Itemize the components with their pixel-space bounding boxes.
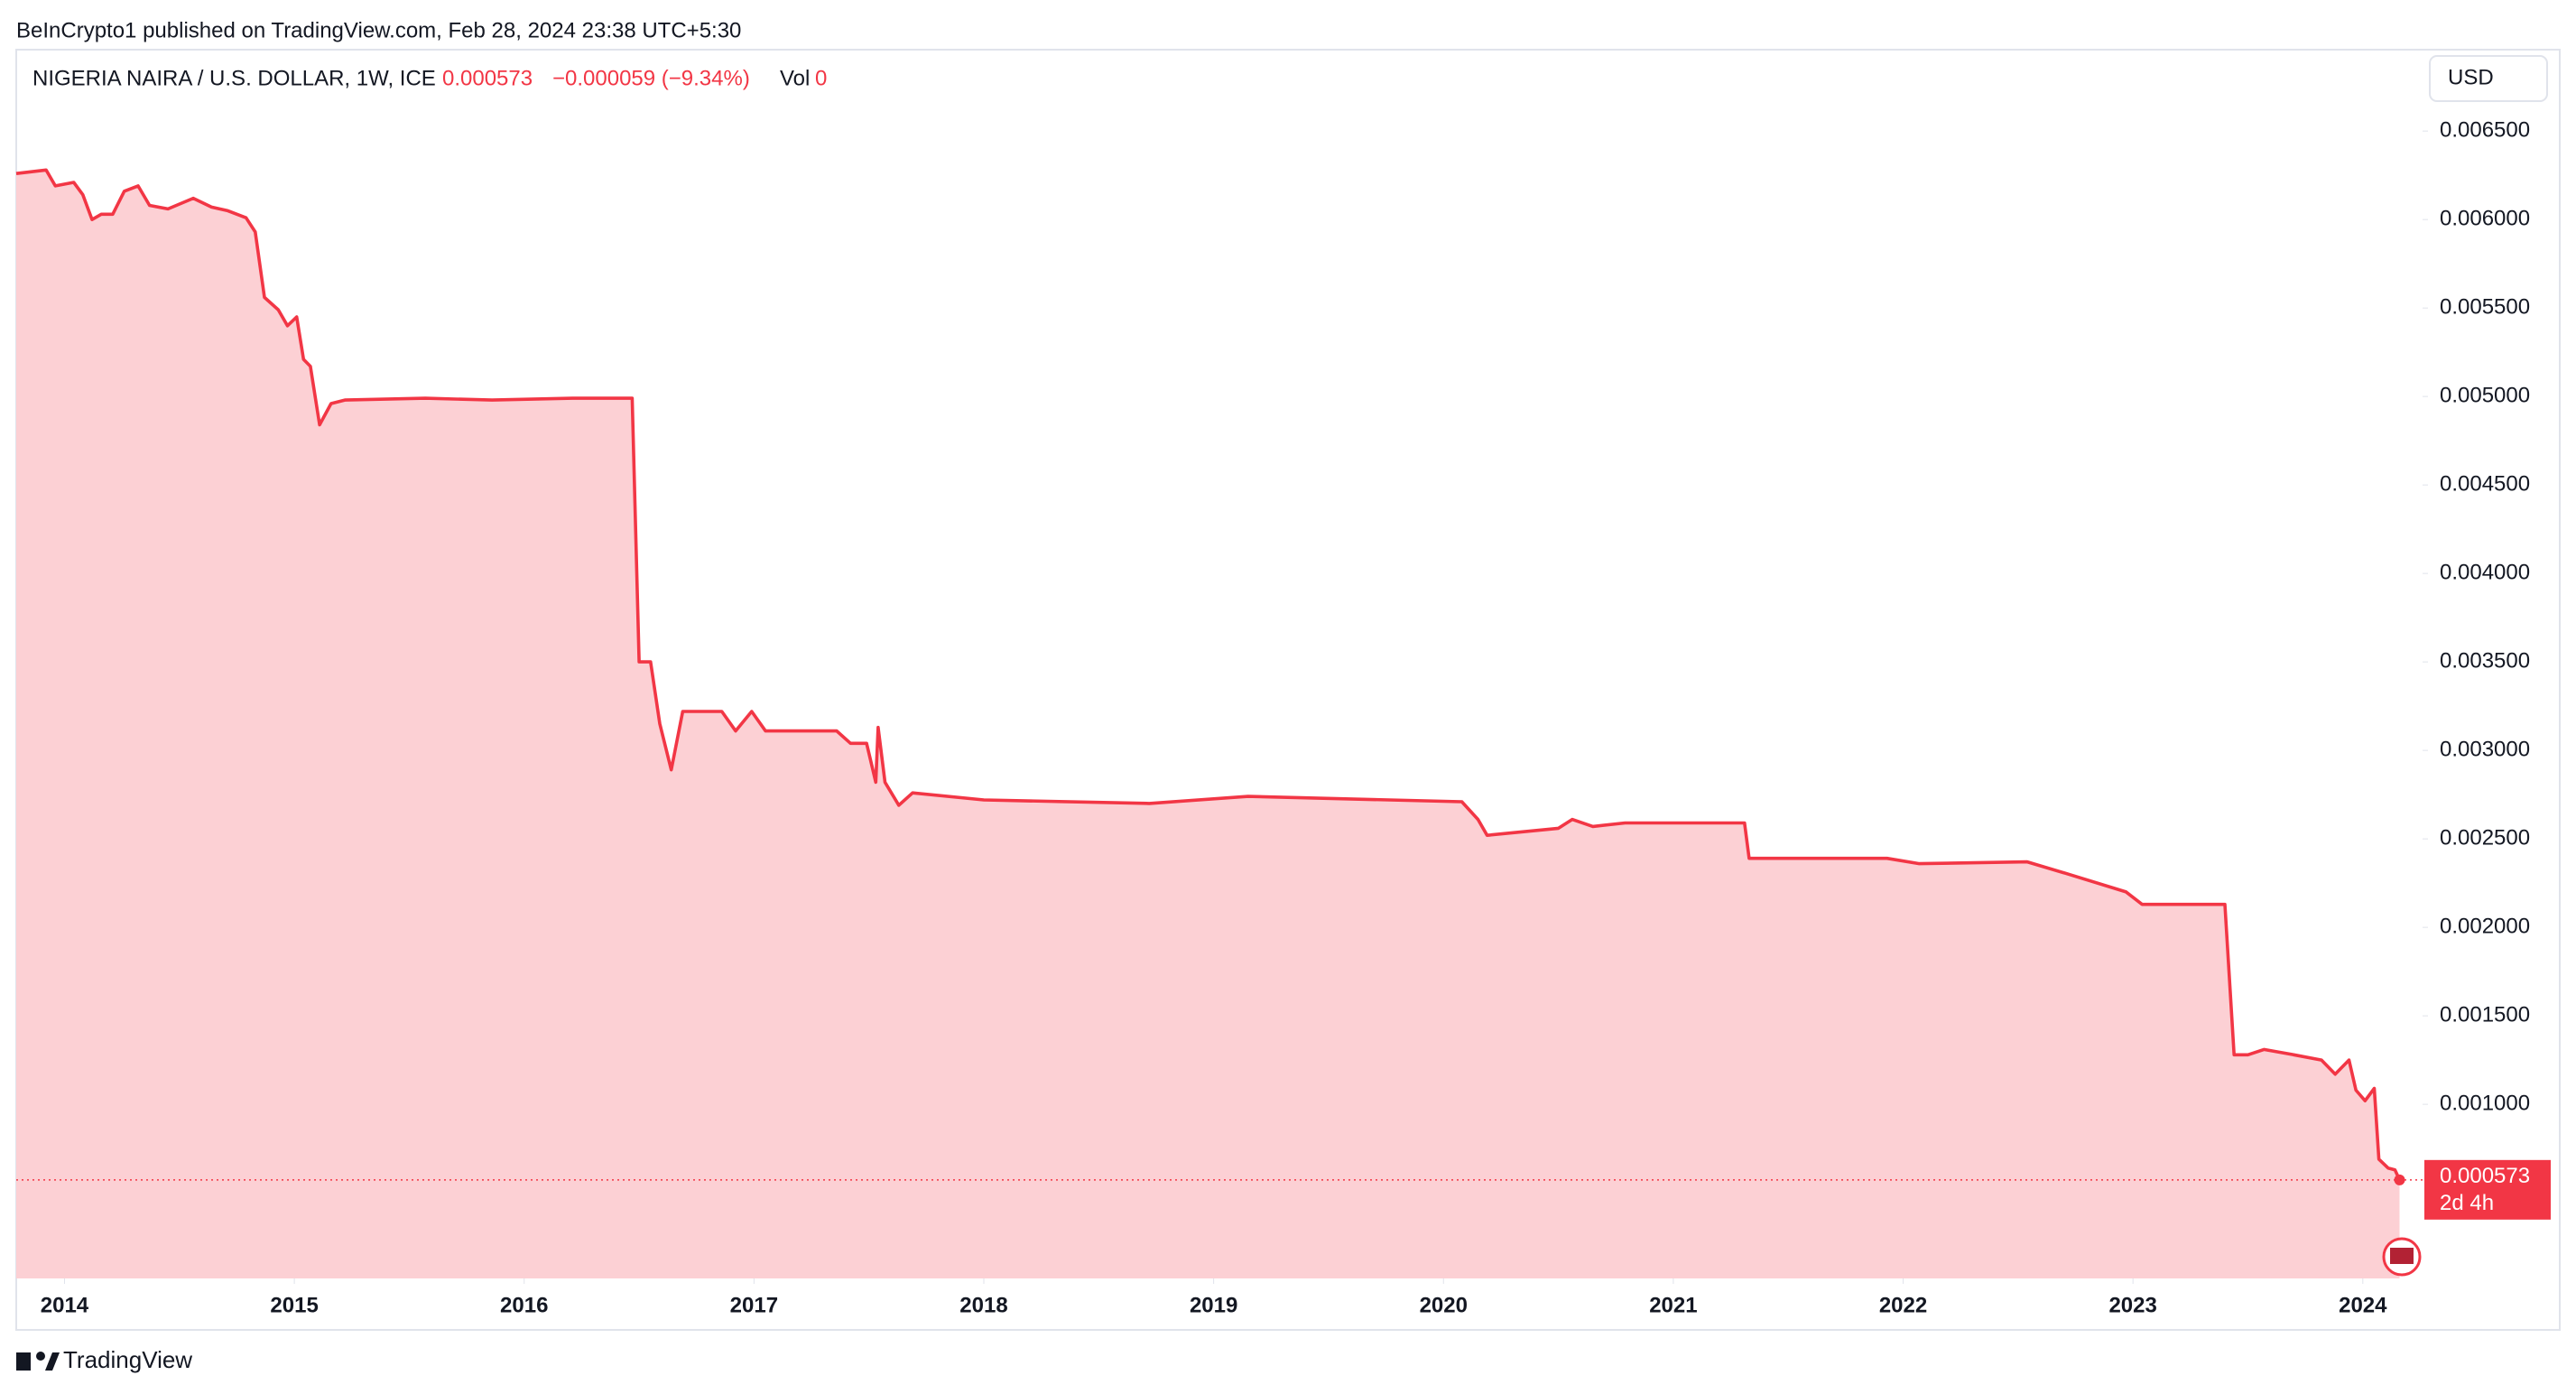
y-tick-label: 0.003000 bbox=[2440, 737, 2530, 761]
x-tick-label: 2020 bbox=[1420, 1293, 1468, 1317]
x-tick-label: 2018 bbox=[959, 1293, 1007, 1317]
x-tick-label: 2021 bbox=[1649, 1293, 1697, 1317]
y-tick-label: 0.006000 bbox=[2440, 207, 2530, 231]
flag bbox=[2390, 1248, 2414, 1264]
line bbox=[15, 168, 2402, 1181]
price-tag bbox=[2424, 1159, 2551, 1220]
change: −0.000059 (−9.34%) bbox=[552, 66, 750, 90]
y-tick-label: 0.003500 bbox=[2440, 648, 2530, 673]
publisher: BeInCrypto1 published on TradingView.com… bbox=[16, 18, 741, 42]
vol-label: Vol bbox=[780, 66, 810, 90]
x-tick-label: 2017 bbox=[730, 1293, 778, 1317]
price-tag-label: 0.000573 bbox=[2440, 1164, 2530, 1188]
currency-button[interactable] bbox=[2429, 55, 2548, 102]
vol: 0 bbox=[815, 66, 827, 90]
x-tick-label: 2019 bbox=[1190, 1293, 1237, 1317]
y-tick-label: 0.005000 bbox=[2440, 383, 2530, 407]
x-tick-label: 2014 bbox=[41, 1293, 89, 1317]
y-tick-label: 0.002000 bbox=[2440, 914, 2530, 938]
countdown: 2d 4h bbox=[2440, 1191, 2494, 1215]
y-tick-label: 0.004000 bbox=[2440, 560, 2530, 584]
y-tick-label: 0.004500 bbox=[2440, 471, 2530, 496]
y-tick-label: 0.001500 bbox=[2440, 1002, 2530, 1027]
x-tick-label: 2015 bbox=[270, 1293, 318, 1317]
brand: TradingView bbox=[63, 1346, 192, 1373]
last-price: 0.000573 bbox=[442, 66, 533, 90]
currency[interactable]: USD bbox=[2448, 65, 2494, 89]
last-point bbox=[2394, 1174, 2405, 1185]
x-tick-label: 2024 bbox=[2339, 1293, 2387, 1317]
y-tick-label: 0.006500 bbox=[2440, 118, 2530, 143]
y-tick-label: 0.005500 bbox=[2440, 294, 2530, 319]
symbol: NIGERIA NAIRA / U.S. DOLLAR, 1W, ICE bbox=[32, 66, 436, 90]
logo bbox=[16, 1352, 60, 1371]
y-tick-label: 0.002500 bbox=[2440, 825, 2530, 850]
x-tick-label: 2023 bbox=[2108, 1293, 2156, 1317]
x-tick-label: 2016 bbox=[500, 1293, 548, 1317]
y-tick-label: 0.001000 bbox=[2440, 1091, 2530, 1115]
x-tick-label: 2022 bbox=[1879, 1293, 1927, 1317]
area bbox=[16, 170, 2400, 1278]
